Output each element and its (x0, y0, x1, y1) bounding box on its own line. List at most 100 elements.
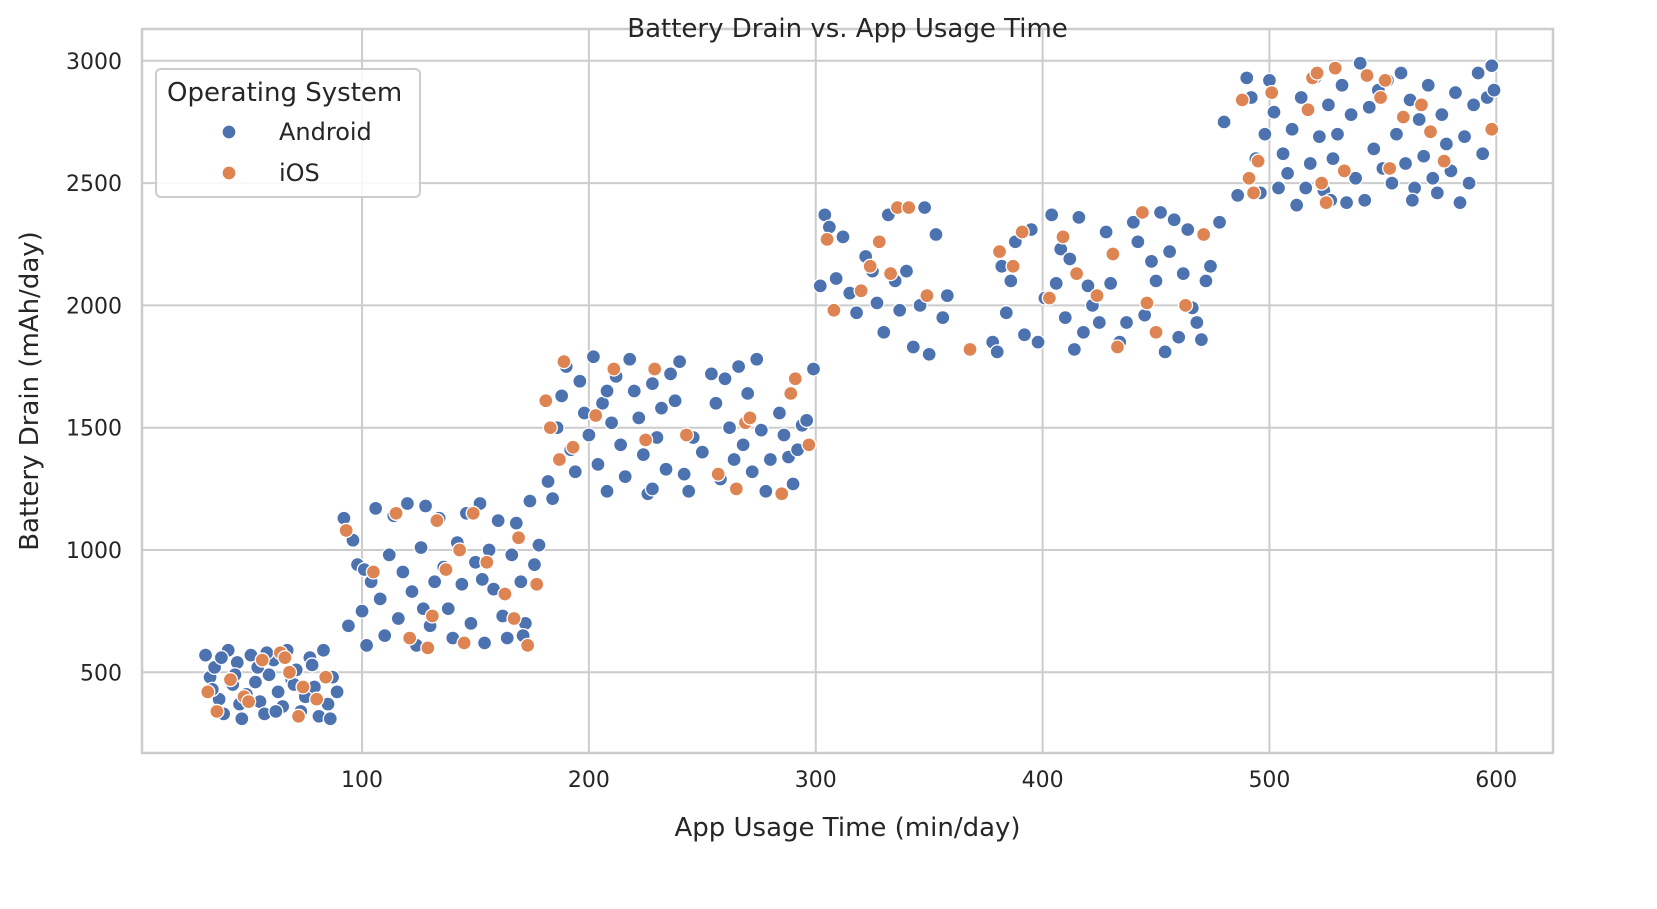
data-point (1014, 224, 1030, 240)
data-point (678, 427, 695, 443)
data-point (1148, 324, 1164, 340)
data-point (1048, 275, 1064, 292)
data-point (1447, 84, 1464, 101)
data-point (1404, 192, 1421, 208)
data-point (1130, 234, 1146, 250)
data-point (426, 574, 443, 590)
data-point (213, 649, 230, 666)
data-point (1338, 195, 1355, 211)
data-point (1005, 258, 1021, 274)
y-tick-label: 500 (80, 661, 122, 686)
data-point (504, 547, 520, 563)
data-point (556, 353, 572, 370)
data-point (1180, 221, 1196, 238)
data-point (1230, 187, 1246, 203)
legend-label: iOS (279, 159, 320, 187)
data-point (1275, 146, 1291, 162)
data-point (368, 500, 384, 517)
data-point (229, 654, 245, 671)
data-point (1152, 204, 1169, 221)
data-point (365, 564, 382, 580)
data-point (647, 361, 663, 377)
data-point (465, 505, 481, 521)
data-point (1148, 273, 1164, 289)
legend-title: Operating System (167, 78, 402, 108)
data-point (916, 199, 933, 216)
data-point (603, 415, 620, 431)
data-point (497, 586, 513, 602)
data-point (901, 199, 917, 216)
data-point (399, 495, 416, 512)
data-point (336, 510, 352, 526)
data-point (1329, 126, 1346, 142)
data-point (1411, 111, 1427, 128)
data-point (1311, 128, 1327, 145)
data-point (1298, 180, 1314, 196)
data-point (939, 287, 955, 304)
data-point (1270, 180, 1287, 196)
data-point (1452, 195, 1468, 211)
data-point (1105, 246, 1121, 262)
data-point (826, 302, 842, 318)
data-point (599, 383, 615, 399)
data-point (588, 407, 604, 424)
data-point (1429, 185, 1445, 201)
plot-frame (140, 27, 1555, 755)
data-point (565, 439, 581, 455)
data-point (1361, 99, 1377, 115)
data-point (671, 353, 688, 370)
legend-marker (221, 165, 237, 181)
data-point (1434, 106, 1450, 123)
data-point (1300, 102, 1316, 118)
data-point (451, 542, 468, 558)
data-point (606, 361, 622, 377)
data-point (1484, 121, 1500, 137)
data-point (304, 657, 320, 673)
data-point (1239, 70, 1255, 86)
y-tick-label: 1000 (66, 539, 122, 564)
data-point (742, 410, 758, 426)
data-point (989, 344, 1005, 360)
data-point (1425, 170, 1441, 186)
data-point (921, 346, 937, 362)
data-point (749, 351, 765, 367)
data-point (882, 265, 899, 282)
data-point (1320, 97, 1337, 113)
data-point (1245, 185, 1262, 201)
data-point (819, 231, 835, 248)
tick-labels: 100 200 300 400 500 600 500 1000 1500 2000 2500 300… (66, 50, 1517, 793)
series-android (197, 55, 1502, 727)
data-point (644, 376, 661, 392)
data-point (381, 547, 397, 563)
y-axis-title: Battery Drain (mAh/day) (15, 231, 45, 551)
data-point (1257, 126, 1273, 142)
data-point (812, 278, 828, 294)
data-point (919, 287, 935, 304)
data-point (644, 481, 661, 497)
legend-marker (221, 124, 237, 140)
data-point (1041, 290, 1058, 306)
data-point (1413, 97, 1430, 113)
data-point (928, 226, 944, 243)
x-tick-label: 200 (568, 768, 610, 793)
data-point (1016, 327, 1033, 343)
data-point (1343, 106, 1359, 123)
data-point (1134, 204, 1151, 221)
data-point (1293, 89, 1309, 106)
data-point (821, 219, 838, 235)
data-point (710, 466, 726, 482)
data-point (1102, 275, 1119, 292)
data-point (268, 703, 284, 720)
y-tick-label: 2000 (66, 294, 122, 319)
data-point (835, 229, 851, 245)
data-point (898, 263, 915, 279)
data-points (197, 55, 1502, 727)
data-point (801, 437, 817, 453)
data-point (848, 305, 865, 321)
data-point (454, 576, 470, 592)
data-point (526, 557, 543, 573)
data-point (708, 395, 724, 411)
data-point (662, 366, 679, 382)
data-point (1436, 153, 1452, 169)
